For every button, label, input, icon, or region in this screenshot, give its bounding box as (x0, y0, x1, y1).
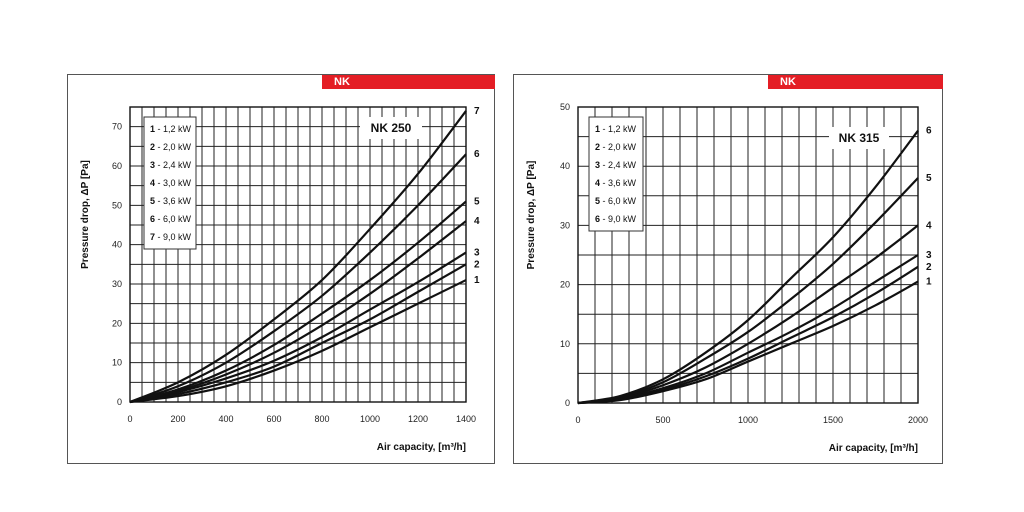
series-end-label: 5 (926, 173, 932, 184)
y-tick-label: 20 (560, 280, 570, 290)
y-tick-label: 40 (560, 161, 570, 171)
x-tick-label: 2000 (908, 415, 928, 425)
legend-entry: 6 - 9,0 kW (595, 214, 637, 224)
y-axis-label: Pressure drop, ΔP [Pa] (80, 160, 91, 269)
y-tick-label: 10 (560, 339, 570, 349)
series-line-6 (129, 153, 467, 404)
legend-entry: 5 - 3,6 kW (150, 196, 192, 206)
brand-bar: NK (768, 75, 943, 89)
series-end-label: 7 (474, 106, 480, 117)
y-tick-label: 0 (117, 397, 122, 407)
legend-entry: 7 - 9,0 kW (150, 232, 192, 242)
series-line-5 (129, 200, 467, 404)
legend-entry: 2 - 2,0 kW (150, 142, 192, 152)
y-tick-label: 60 (112, 161, 122, 171)
y-tick-label: 40 (112, 240, 122, 250)
legend-entry: 1 - 1,2 kW (150, 124, 192, 134)
series-end-label: 6 (474, 149, 480, 160)
chart-title: NK 250 (371, 121, 412, 135)
chart-nk250: 0 200 400 600 800 1000 1200 1400 0 10 20 30 40 50 60 70… (80, 106, 480, 453)
series-end-label: 1 (926, 277, 932, 288)
series-end-label: 3 (926, 250, 932, 261)
x-tick-label: 500 (655, 415, 670, 425)
plot-frame (129, 106, 467, 403)
y-tick-label: 30 (112, 279, 122, 289)
series-line-7 (129, 110, 467, 404)
legend-entry: 4 - 3,0 kW (150, 178, 192, 188)
brand-bar: NK (322, 75, 495, 89)
x-tick-label: 1000 (360, 414, 380, 424)
x-tick-label: 1200 (408, 414, 428, 424)
series-line-1 (129, 279, 467, 404)
y-tick-label: 10 (112, 358, 122, 368)
y-tick-label: 30 (560, 220, 570, 230)
y-tick-label: 0 (565, 398, 570, 408)
chart-panel-nk250: NK 0 200 400 600 800 1000 1200 1400 0 10 20 30 40 50 6… (67, 74, 495, 464)
series-end-label: 3 (474, 248, 480, 259)
series-line-5 (577, 177, 919, 405)
series-end-label: 5 (474, 196, 480, 207)
series-end-label: 6 (926, 126, 932, 137)
legend-entry: 3 - 2,4 kW (595, 160, 637, 170)
y-tick-label: 20 (112, 318, 122, 328)
legend-entry: 1 - 1,2 kW (595, 124, 637, 134)
series-end-label: 2 (926, 262, 932, 273)
legend-box (143, 116, 197, 250)
legend-entry: 6 - 6,0 kW (150, 214, 192, 224)
x-tick-label: 1500 (823, 415, 843, 425)
legend-entry: 4 - 3,6 kW (595, 178, 637, 188)
series-end-label: 4 (474, 216, 480, 227)
chart-title: NK 315 (839, 131, 880, 145)
y-tick-label: 50 (112, 200, 122, 210)
legend-entry: 2 - 2,0 kW (595, 142, 637, 152)
x-tick-label: 0 (127, 414, 132, 424)
legend-entry: 3 - 2,4 kW (150, 160, 192, 170)
x-tick-label: 800 (314, 414, 329, 424)
chart-panel-nk315: NK 0 500 1000 1500 2000 0 10 20 30 40 50 Air capaci… (513, 74, 943, 464)
chart-nk315: 0 500 1000 1500 2000 0 10 20 30 40 50 Air capacity,… (526, 102, 932, 454)
series-line-2 (129, 263, 467, 404)
x-tick-label: 200 (170, 414, 185, 424)
series-line-6 (577, 130, 919, 405)
legend-entry: 5 - 6,0 kW (595, 196, 637, 206)
y-tick-label: 70 (112, 122, 122, 132)
title-box (360, 117, 422, 139)
series-line-3 (129, 251, 467, 404)
x-axis-label: Air capacity, [m³/h] (829, 443, 918, 454)
x-tick-label: 600 (266, 414, 281, 424)
y-axis-label: Pressure drop, ΔP [Pa] (526, 161, 537, 270)
series-end-label: 1 (474, 275, 480, 286)
x-tick-label: 1400 (456, 414, 476, 424)
legend-box (588, 116, 644, 232)
series-end-label: 2 (474, 259, 480, 270)
x-tick-label: 1000 (738, 415, 758, 425)
x-tick-label: 0 (575, 415, 580, 425)
x-axis-label: Air capacity, [m³/h] (377, 442, 466, 453)
x-tick-label: 400 (218, 414, 233, 424)
title-box (829, 127, 889, 149)
series-line-3 (577, 254, 919, 405)
series-end-label: 4 (926, 220, 932, 231)
series-line-4 (129, 220, 467, 404)
series-line-4 (577, 224, 919, 405)
y-tick-label: 50 (560, 102, 570, 112)
